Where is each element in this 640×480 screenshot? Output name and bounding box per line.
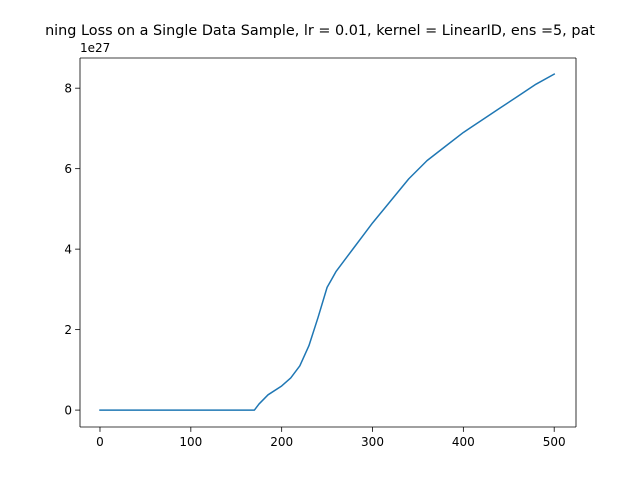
x-tick-label: 300 [361, 435, 384, 449]
y-tick-label: 0 [64, 403, 72, 417]
x-tick-label: 200 [270, 435, 293, 449]
plot-area: 0 100 200 300 400 500 0 2 4 6 8 [64, 57, 577, 449]
x-tick-label: 0 [96, 435, 104, 449]
chart-title: ning Loss on a Single Data Sample, lr = … [45, 23, 595, 39]
y-axis-offset-label: 1e27 [80, 41, 110, 55]
x-tick-label: 400 [452, 435, 475, 449]
series-line-0 [99, 73, 556, 411]
x-tick-label: 500 [543, 435, 566, 449]
y-tick-label: 8 [64, 81, 72, 95]
y-tick-label: 4 [64, 242, 72, 256]
x-tick-label: 100 [179, 435, 202, 449]
y-tick-label: 6 [64, 162, 72, 176]
y-tick-label: 2 [64, 323, 72, 337]
